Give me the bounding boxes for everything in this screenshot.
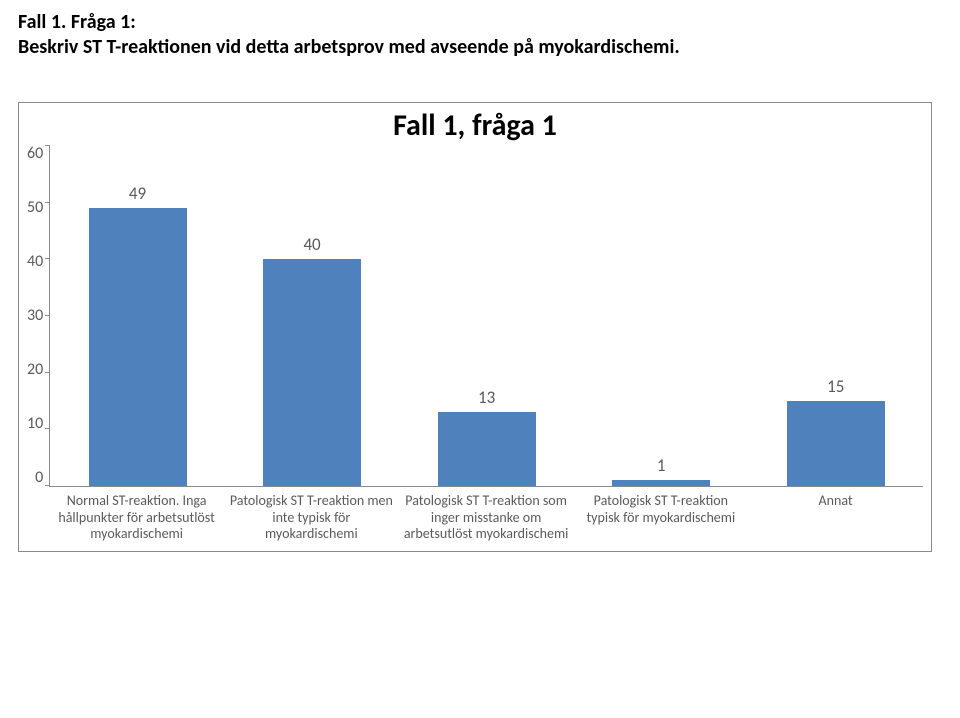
bar-value-label: 1 bbox=[657, 455, 666, 476]
bar-slot: 13 bbox=[399, 146, 574, 486]
bar-value-label: 15 bbox=[827, 376, 844, 397]
y-tick-label: 30 bbox=[27, 308, 43, 324]
x-category-label: Patologisk ST T-reaktion men inte typisk… bbox=[224, 487, 399, 543]
bar bbox=[263, 259, 361, 486]
y-tick-mark bbox=[45, 428, 50, 429]
bar bbox=[438, 412, 536, 486]
y-tick-mark bbox=[45, 372, 50, 373]
y-tick-label: 60 bbox=[27, 146, 43, 162]
x-category-label: Patologisk ST T-reaktion typisk för myok… bbox=[573, 487, 748, 543]
bar bbox=[612, 480, 710, 486]
bar-slot: 49 bbox=[50, 146, 225, 486]
heading-line-1: Fall 1. Fråga 1: bbox=[18, 10, 942, 35]
y-tick-mark bbox=[45, 315, 50, 316]
y-tick-mark bbox=[45, 485, 50, 486]
x-axis-labels: Normal ST-reaktion. Inga hållpunkter för… bbox=[49, 487, 923, 543]
bar-slot: 40 bbox=[225, 146, 400, 486]
x-category-label: Annat bbox=[748, 487, 923, 543]
y-tick-label: 0 bbox=[35, 470, 43, 486]
bar-slot: 15 bbox=[748, 146, 923, 486]
y-tick-label: 20 bbox=[27, 362, 43, 378]
bars-row: 49 40 13 1 15 bbox=[50, 146, 923, 486]
bar-value-label: 40 bbox=[303, 234, 320, 255]
heading-line-2: Beskriv ST T-reaktionen vid detta arbets… bbox=[18, 35, 942, 60]
x-category-label: Normal ST-reaktion. Inga hållpunkter för… bbox=[49, 487, 224, 543]
y-tick-label: 50 bbox=[27, 200, 43, 216]
bar bbox=[89, 208, 187, 486]
bar-value-label: 49 bbox=[129, 183, 146, 204]
x-category-label: Patologisk ST T-reaktion som inger misst… bbox=[399, 487, 574, 543]
chart-body: 60 50 40 30 20 10 0 49 40 13 1 15 Normal ST-reakti… bbox=[27, 146, 923, 543]
y-tick-mark bbox=[45, 202, 50, 203]
plot-area: 49 40 13 1 15 bbox=[49, 146, 923, 487]
chart-container: Fall 1, fråga 1 60 50 40 30 20 10 0 49 40 13 1 15 … bbox=[18, 102, 932, 552]
bar bbox=[787, 401, 885, 486]
y-tick-mark bbox=[45, 258, 50, 259]
bar-slot: 1 bbox=[574, 146, 749, 486]
chart-title: Fall 1, fråga 1 bbox=[27, 103, 923, 146]
y-tick-label: 40 bbox=[27, 254, 43, 270]
bar-value-label: 13 bbox=[478, 387, 495, 408]
y-tick-label: 10 bbox=[27, 416, 43, 432]
y-axis: 60 50 40 30 20 10 0 bbox=[27, 146, 49, 486]
y-tick-mark bbox=[45, 145, 50, 146]
